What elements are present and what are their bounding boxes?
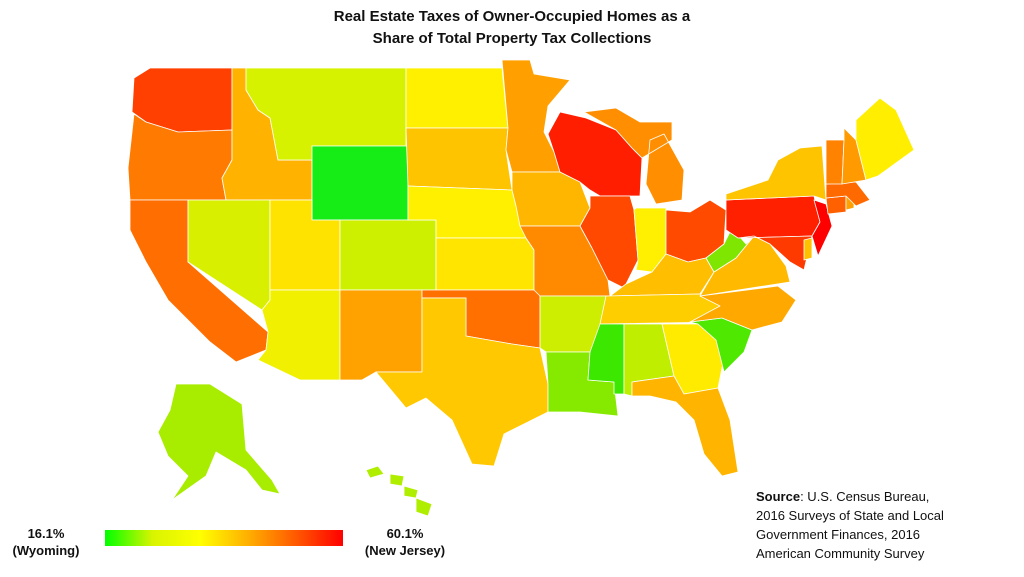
state-ak[interactable] xyxy=(157,383,281,501)
state-nm[interactable] xyxy=(339,289,423,381)
source-text-1: : U.S. Census Bureau, xyxy=(800,489,930,504)
state-me[interactable] xyxy=(855,97,915,181)
state-wv[interactable] xyxy=(705,227,755,273)
map-title: Real Estate Taxes of Owner-Occupied Home… xyxy=(262,6,762,50)
legend-max-label: 60.1% (New Jersey) xyxy=(350,525,460,559)
state-nh[interactable] xyxy=(841,127,867,185)
state-ny[interactable] xyxy=(725,145,827,201)
map-title-line1: Real Estate Taxes of Owner-Occupied Home… xyxy=(333,8,691,25)
source-note: Source: U.S. Census Bureau, 2016 Surveys… xyxy=(756,487,1016,563)
legend-max-value: 60.1% xyxy=(386,526,424,541)
legend-min-state: (Wyoming) xyxy=(12,543,80,558)
source-label: Source xyxy=(756,489,801,504)
legend-color-scale xyxy=(105,530,343,546)
state-vt[interactable] xyxy=(825,139,845,185)
legend-min-value: 16.1% xyxy=(27,526,65,541)
state-nd[interactable] xyxy=(405,67,509,129)
map-title-line2: Share of Total Property Tax Collections xyxy=(372,30,652,47)
state-fl[interactable] xyxy=(631,375,739,477)
state-sd[interactable] xyxy=(405,127,513,191)
state-ks[interactable] xyxy=(435,237,535,291)
source-text-3: Government Finances, 2016 xyxy=(756,527,921,542)
source-text-2: 2016 Surveys of State and Local xyxy=(756,508,944,523)
state-az[interactable] xyxy=(257,289,341,381)
state-tx[interactable] xyxy=(375,297,549,467)
state-pa[interactable] xyxy=(725,195,821,239)
state-hi[interactable] xyxy=(365,465,433,517)
state-nc[interactable] xyxy=(689,285,797,331)
legend-max-state: (New Jersey) xyxy=(364,543,446,558)
state-de[interactable] xyxy=(803,237,813,261)
legend-min-label: 16.1% (Wyoming) xyxy=(6,525,86,559)
state-mn[interactable] xyxy=(501,59,571,173)
source-text-4: American Community Survey xyxy=(756,546,925,561)
source-line1: Source: U.S. Census Bureau, xyxy=(756,487,1016,506)
state-nj[interactable] xyxy=(811,199,833,257)
state-co[interactable] xyxy=(339,219,437,291)
state-ct[interactable] xyxy=(825,195,847,215)
state-mi[interactable] xyxy=(583,107,685,205)
state-wy[interactable] xyxy=(311,145,409,221)
state-ky[interactable] xyxy=(609,253,715,297)
state-il[interactable] xyxy=(579,195,639,289)
